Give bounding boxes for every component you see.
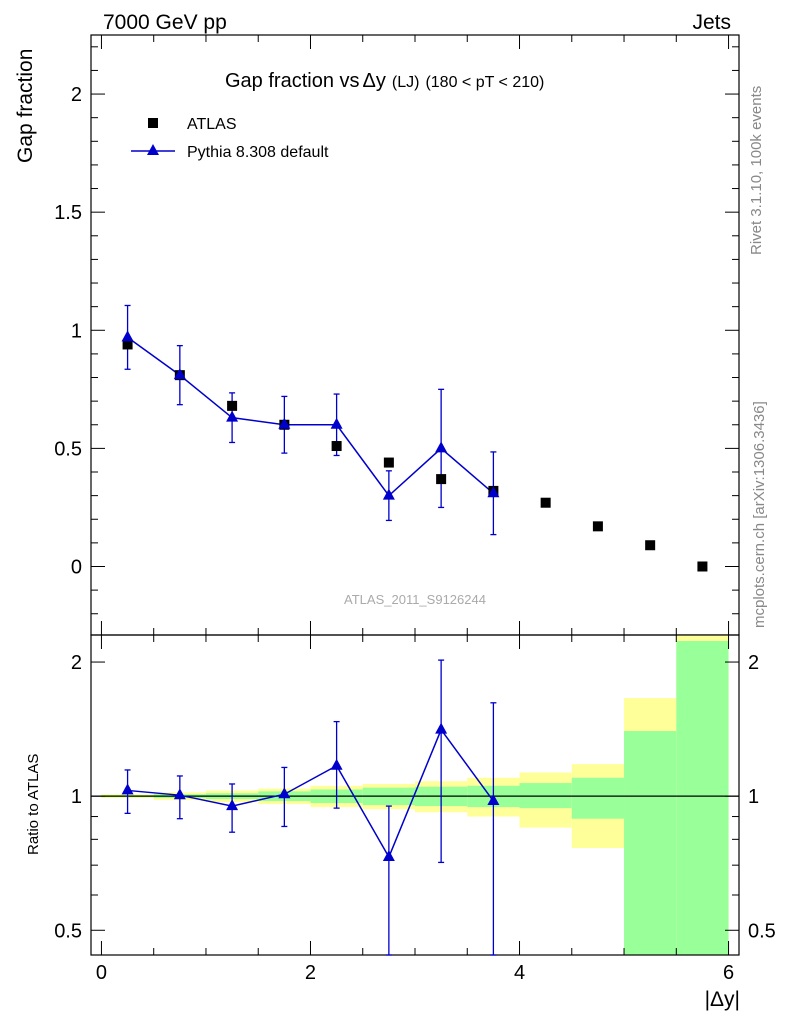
process-label: Jets: [692, 11, 731, 34]
atlas-data-point: [383, 457, 394, 468]
ratio-y-tick-label-right: 2: [748, 652, 759, 674]
ratio-y-tick-label: 1: [71, 786, 82, 808]
main-plot-panel: Gap fraction Gap fraction vs Δy (LJ) (180 <…: [14, 34, 740, 636]
ratio-uncertainty-bands: [101, 635, 729, 955]
ratio-y-tick-label-right: 1: [748, 786, 759, 808]
plot-title-delta: Δy: [363, 70, 386, 92]
atlas-data-point: [645, 540, 656, 551]
ratio-pythia-point: [382, 850, 395, 862]
ratio-plot-marks: [91, 659, 739, 956]
pythia-line: [127, 336, 494, 497]
legend-marker-pythia: [147, 144, 159, 155]
x-tick-label: 4: [514, 962, 525, 984]
ratio-inner-band: [571, 777, 625, 819]
main-y-ticks: 0 0.5 1 1.5 2: [54, 46, 739, 615]
atlas-data-point: [592, 521, 603, 532]
legend: ATLAS Pythia 8.308 default: [131, 116, 329, 161]
atlas-data-point: [436, 474, 447, 485]
pythia-point: [278, 417, 291, 429]
main-plot-marks: [121, 304, 708, 572]
mcplots-label: mcplots.cern.ch [arXiv:1306.3436]: [751, 401, 768, 628]
main-y-tick-label: 0.5: [54, 438, 82, 460]
beam-label: 7000 GeV pp: [103, 11, 227, 34]
plot-title-small: (LJ): [392, 74, 420, 91]
atlas-data-point: [697, 561, 708, 572]
ratio-pythia-point: [121, 783, 134, 795]
ratio-y-tick-label-right: 0.5: [748, 920, 776, 942]
ratio-y-ticks: 0.5 0.5 1 1 2 2: [54, 652, 776, 942]
rivet-label: Rivet 3.1.10, 100k events: [748, 86, 765, 255]
atlas-data-point: [122, 339, 133, 350]
ratio-x-ticks: 0 2 4 6: [96, 635, 734, 984]
ratio-inner-band: [624, 731, 677, 955]
plot-title-main: Gap fraction vs: [225, 70, 360, 92]
ratio-plot-panel: Ratio to ATLAS 0.5 0.5 1 1 2 2 0 2 4 6 |Δy|: [25, 634, 776, 1011]
ratio-pythia-point: [487, 794, 500, 806]
atlas-data-point: [540, 497, 551, 508]
main-y-tick-label: 1.5: [54, 202, 82, 224]
main-y-tick-label: 1: [71, 320, 82, 342]
x-axis-label: |Δy|: [705, 988, 740, 1011]
plot-title-range: (180 < pT < 210): [425, 74, 544, 91]
pythia-point: [487, 486, 500, 498]
ratio-pythia-point: [173, 788, 186, 800]
pythia-point: [382, 488, 395, 500]
ratio-pythia-point: [226, 799, 239, 811]
ratio-y-axis-label: Ratio to ATLAS: [25, 754, 42, 855]
legend-label-atlas: ATLAS: [187, 116, 237, 133]
main-y-tick-label: 2: [71, 84, 82, 106]
ratio-pythia-point: [278, 787, 291, 799]
ratio-pythia-point: [435, 722, 448, 734]
atlas-data-point: [227, 400, 238, 411]
pythia-point: [226, 410, 239, 422]
pythia-point: [121, 330, 134, 342]
x-tick-label: 6: [723, 962, 734, 984]
analysis-id: ATLAS_2011_S9126244: [344, 592, 486, 607]
pythia-point: [173, 368, 186, 380]
legend-marker-atlas: [148, 118, 158, 128]
pythia-point: [435, 441, 448, 453]
ratio-y-tick-label: 2: [71, 652, 82, 674]
main-y-tick-label: 0: [71, 556, 82, 578]
ratio-pythia-point: [330, 758, 343, 770]
atlas-data-point: [331, 441, 342, 452]
legend-label-pythia: Pythia 8.308 default: [187, 144, 329, 161]
ratio-y-tick-label: 0.5: [54, 920, 82, 942]
pythia-point: [330, 417, 343, 429]
plot-title: Gap fraction vs Δy (LJ) (180 < pT < 210): [225, 70, 544, 92]
x-tick-label: 0: [96, 962, 107, 984]
main-x-ticks: [100, 35, 730, 635]
ratio-inner-band: [676, 640, 729, 955]
x-tick-label: 2: [305, 962, 316, 984]
ratio-pythia-line: [127, 728, 494, 859]
y-axis-label: Gap fraction: [14, 49, 37, 163]
